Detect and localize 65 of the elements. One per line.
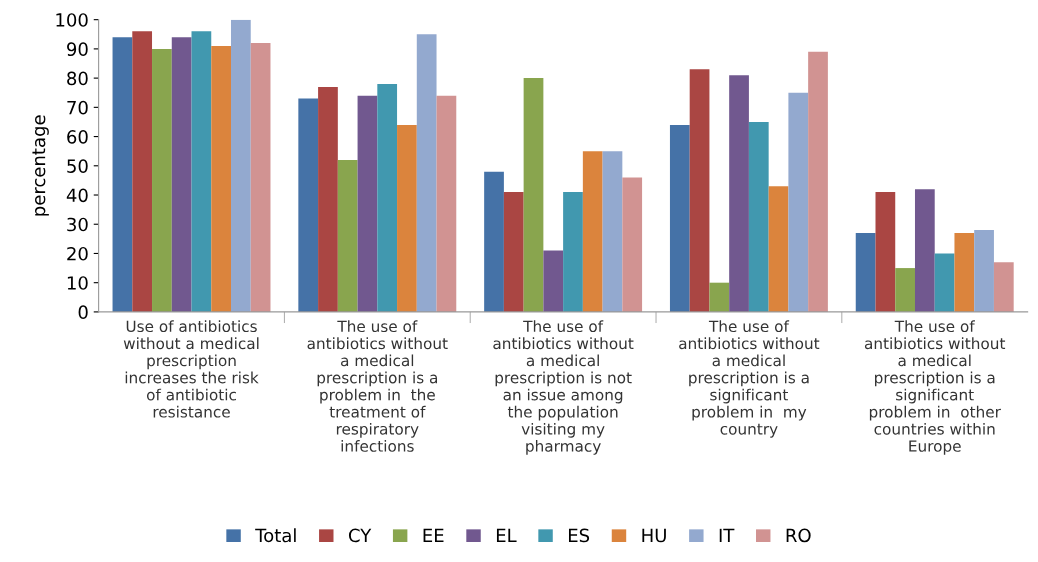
- bar: [377, 83, 398, 312]
- x-tick-label: The use of antibiotics without a medical prescription is not an issue among the population visiting my pharmacy: [493, 320, 634, 455]
- x-tick-label: The use of antibiotics without a medical prescription is a significant problem in other countries within Europe: [864, 320, 1006, 455]
- bar: [875, 192, 896, 312]
- bar: [318, 86, 338, 312]
- legend-label: Total: [255, 528, 296, 543]
- y-tick-label: 50: [67, 159, 88, 173]
- bar: [523, 78, 544, 312]
- legend-label: IT: [719, 528, 735, 542]
- bar: [397, 124, 417, 312]
- bar: [788, 92, 809, 312]
- y-tick-label: 0: [78, 305, 88, 320]
- bar: [622, 177, 643, 312]
- bar: [416, 34, 437, 312]
- bar: [748, 121, 769, 312]
- bar: [689, 69, 710, 312]
- y-tick-label: 20: [67, 246, 88, 261]
- y-tick-label: 70: [67, 100, 88, 115]
- y-tick-label: 60: [67, 130, 88, 144]
- bar: [582, 151, 603, 312]
- legend-label: RO: [786, 528, 811, 543]
- bar: [191, 31, 212, 312]
- legend-label: HU: [642, 528, 666, 543]
- bar: [563, 192, 583, 312]
- bar: [669, 124, 690, 312]
- bar: [934, 253, 955, 312]
- x-tick-label: Use of antibiotics without a medical prescription increases the risk of antibiotic resistance: [123, 320, 259, 418]
- bar: [484, 171, 504, 312]
- bar: [337, 159, 358, 312]
- bar: [503, 192, 524, 312]
- y-tick-label: 10: [67, 276, 88, 290]
- y-tick-label: 100: [56, 13, 88, 27]
- bar: [152, 48, 172, 312]
- bar: [250, 43, 271, 312]
- bar: [855, 233, 876, 312]
- bar: [132, 31, 153, 312]
- bar: [709, 282, 730, 312]
- bar: [112, 37, 133, 312]
- y-tick-label: 30: [67, 217, 88, 232]
- legend-label: EL: [496, 528, 517, 542]
- bar: [768, 186, 789, 312]
- bar: [543, 250, 564, 312]
- bar: [993, 262, 1014, 312]
- bar: [298, 98, 319, 312]
- legend-label: EE: [423, 528, 444, 542]
- legend-label: CY: [348, 528, 372, 543]
- bar: [436, 95, 457, 312]
- y-tick-label: 40: [66, 188, 88, 203]
- x-tick-label: The use of antibiotics without a medical prescription is a significant problem in my country: [679, 320, 820, 438]
- y-tick-label: 80: [67, 71, 88, 86]
- bar: [602, 151, 623, 312]
- bar: [171, 37, 192, 312]
- bar: [729, 75, 749, 312]
- bar: [895, 268, 915, 312]
- bar: [808, 51, 828, 312]
- bar: [954, 233, 975, 312]
- bar: [914, 189, 935, 312]
- bar: [974, 230, 994, 312]
- y-tick-label: 90: [67, 42, 88, 57]
- bar: [357, 95, 378, 312]
- x-tick-label: The use of antibiotics without a medical prescription is a problem in the treatment of respiratory infections: [307, 320, 448, 452]
- y-axis-title: percentage: [32, 115, 49, 216]
- bar: [211, 45, 231, 312]
- legend-label: ES: [568, 528, 590, 543]
- bar: [230, 19, 251, 312]
